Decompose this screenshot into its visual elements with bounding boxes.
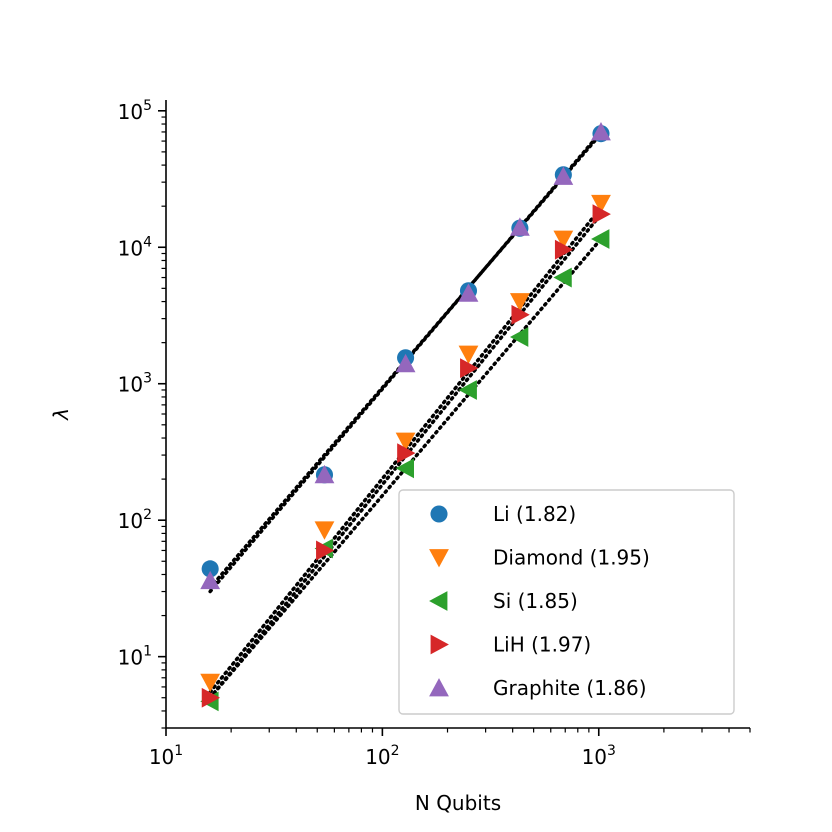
data-point-2-2 — [395, 458, 414, 479]
data-point-4-5 — [553, 166, 574, 185]
axes: 101 102 103 101 102 103 104 105 — [118, 98, 751, 769]
y-tick-label-1: 102 — [118, 507, 152, 533]
data-point-3-5 — [554, 239, 574, 260]
y-tick-label-3: 104 — [118, 234, 152, 260]
legend-label-1: Diamond (1.95) — [493, 546, 650, 570]
data-point-3-6 — [592, 204, 611, 225]
legend-marker-2 — [429, 591, 448, 611]
data-point-3-2 — [397, 443, 416, 464]
data-point-2-4 — [509, 327, 529, 347]
data-point-3-0 — [201, 687, 221, 708]
data-point-0-0 — [201, 560, 219, 578]
data-point-1-3 — [458, 345, 479, 364]
data-point-1-6 — [591, 194, 611, 214]
legend-label-4: Graphite (1.86) — [493, 676, 647, 700]
y-tick-label-4: 105 — [118, 98, 152, 124]
legend-box — [398, 489, 735, 715]
data-point-4-3 — [458, 283, 479, 302]
data-point-2-3 — [458, 380, 477, 400]
legend-label-2: Si (1.85) — [493, 589, 578, 613]
legend: Li (1.82) Diamond (1.95) Si (1.85) LiH (1.9… — [398, 489, 735, 715]
legend-marker-1 — [429, 549, 449, 568]
x-tick-label-1: 102 — [365, 743, 399, 769]
y-tick-label-0: 101 — [118, 644, 152, 670]
data-point-3-1 — [316, 540, 335, 561]
legend-label-0: Li (1.82) — [493, 502, 576, 526]
data-point-3-4 — [511, 304, 530, 325]
x-tick-label-2: 103 — [582, 743, 616, 769]
y-tick-label-2: 103 — [118, 371, 152, 397]
data-point-1-0 — [200, 673, 221, 693]
data-point-1-1 — [314, 521, 335, 540]
legend-marker-0 — [430, 505, 448, 523]
data-point-2-6 — [591, 229, 610, 249]
x-axis-label: N Qubits — [415, 791, 501, 815]
data-point-4-0 — [200, 570, 221, 590]
x-tick-label-0: 101 — [149, 743, 183, 769]
legend-marker-3 — [430, 634, 449, 655]
data-point-3-3 — [460, 358, 479, 379]
data-point-4-6 — [591, 122, 611, 141]
data-point-1-5 — [553, 230, 574, 249]
y-axis-label: λ — [49, 408, 73, 421]
data-point-1-2 — [395, 432, 416, 451]
data-point-2-5 — [553, 267, 572, 288]
legend-label-3: LiH (1.97) — [493, 633, 591, 657]
legend-marker-4 — [429, 678, 449, 697]
data-point-4-2 — [395, 353, 416, 373]
data-point-4-1 — [314, 464, 335, 484]
data-point-1-4 — [509, 293, 530, 312]
data-point-4-4 — [509, 217, 530, 236]
data-markers — [200, 122, 611, 712]
